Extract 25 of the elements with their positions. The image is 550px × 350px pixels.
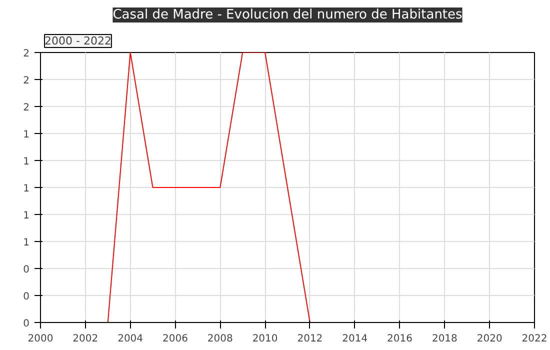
y-tick-label: 1 — [23, 130, 30, 140]
x-tick-label: 2000 — [28, 334, 54, 344]
x-tick-label: 2014 — [342, 334, 368, 344]
x-tick-label: 2012 — [297, 334, 323, 344]
y-tick-label: 1 — [23, 238, 30, 248]
x-tick-label: 2020 — [476, 334, 502, 344]
x-tick-label: 2022 — [522, 334, 548, 344]
x-tick-label: 2008 — [207, 334, 233, 344]
x-tick-label: 2018 — [432, 334, 458, 344]
y-tick-label: 1 — [23, 184, 30, 194]
text: 2000 - 2022 — [44, 34, 112, 48]
x-tick-label: 2010 — [252, 334, 278, 344]
y-tick-label: 0 — [23, 292, 30, 302]
x-tick-label: 2006 — [162, 334, 188, 344]
y-tick-label: 0 — [23, 264, 30, 276]
chart-title: Casal de Madre - Evolucion del numero de Habitantes — [112, 8, 463, 22]
y-tick-label: 2 — [23, 76, 30, 86]
y-tick-label: 2 — [23, 102, 30, 114]
y-tick-label: 0 — [23, 318, 30, 330]
y-tick-label: 2 — [23, 48, 30, 60]
y-tick-label: 1 — [23, 210, 30, 222]
y-tick-label: 1 — [23, 156, 30, 168]
x-tick-label: 2004 — [118, 334, 144, 344]
x-tick-label: 2016 — [387, 334, 412, 344]
x-tick-label: 2002 — [72, 334, 98, 344]
